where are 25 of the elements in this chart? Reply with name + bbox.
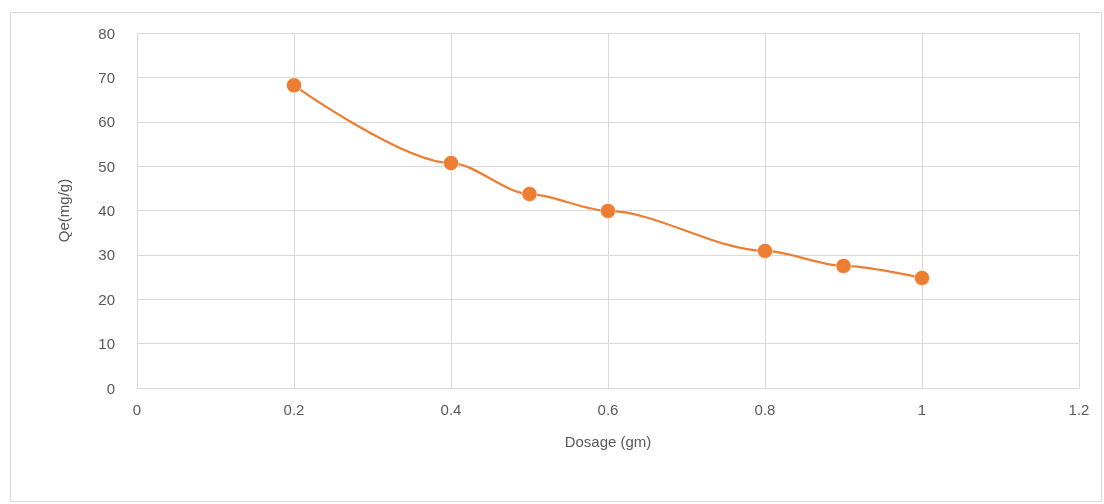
point bbox=[286, 77, 302, 94]
x-tick-label: 0.6 bbox=[597, 401, 619, 418]
point bbox=[521, 186, 538, 202]
x-axis-title: Dosage (gm) bbox=[564, 433, 652, 450]
x-tick-label: 0.2 bbox=[283, 401, 305, 418]
x-tick-label: 1.2 bbox=[1068, 401, 1090, 418]
point bbox=[600, 203, 616, 219]
x-tick-label: 0.4 bbox=[440, 401, 462, 418]
x-tick-label: 1 bbox=[917, 401, 927, 418]
y-tick-label: 10 bbox=[98, 335, 115, 353]
y-tick-label: 70 bbox=[98, 68, 115, 86]
point bbox=[757, 243, 773, 259]
point bbox=[443, 155, 459, 171]
y-tick-label: 20 bbox=[98, 290, 115, 308]
y-tick-label: 50 bbox=[98, 157, 115, 175]
y-tick-label: 60 bbox=[98, 113, 115, 131]
point bbox=[914, 270, 930, 286]
y-tick-label: 0 bbox=[106, 379, 115, 397]
y-tick-label: 40 bbox=[98, 202, 115, 219]
y-axis-title: Qe(mg/g) bbox=[55, 178, 72, 243]
y-tick-label: 80 bbox=[98, 24, 115, 42]
x-tick-label: 0 bbox=[132, 401, 142, 418]
point bbox=[835, 258, 852, 274]
x-tick-label: 0.8 bbox=[754, 401, 776, 418]
y-tick-label: 30 bbox=[98, 246, 115, 264]
